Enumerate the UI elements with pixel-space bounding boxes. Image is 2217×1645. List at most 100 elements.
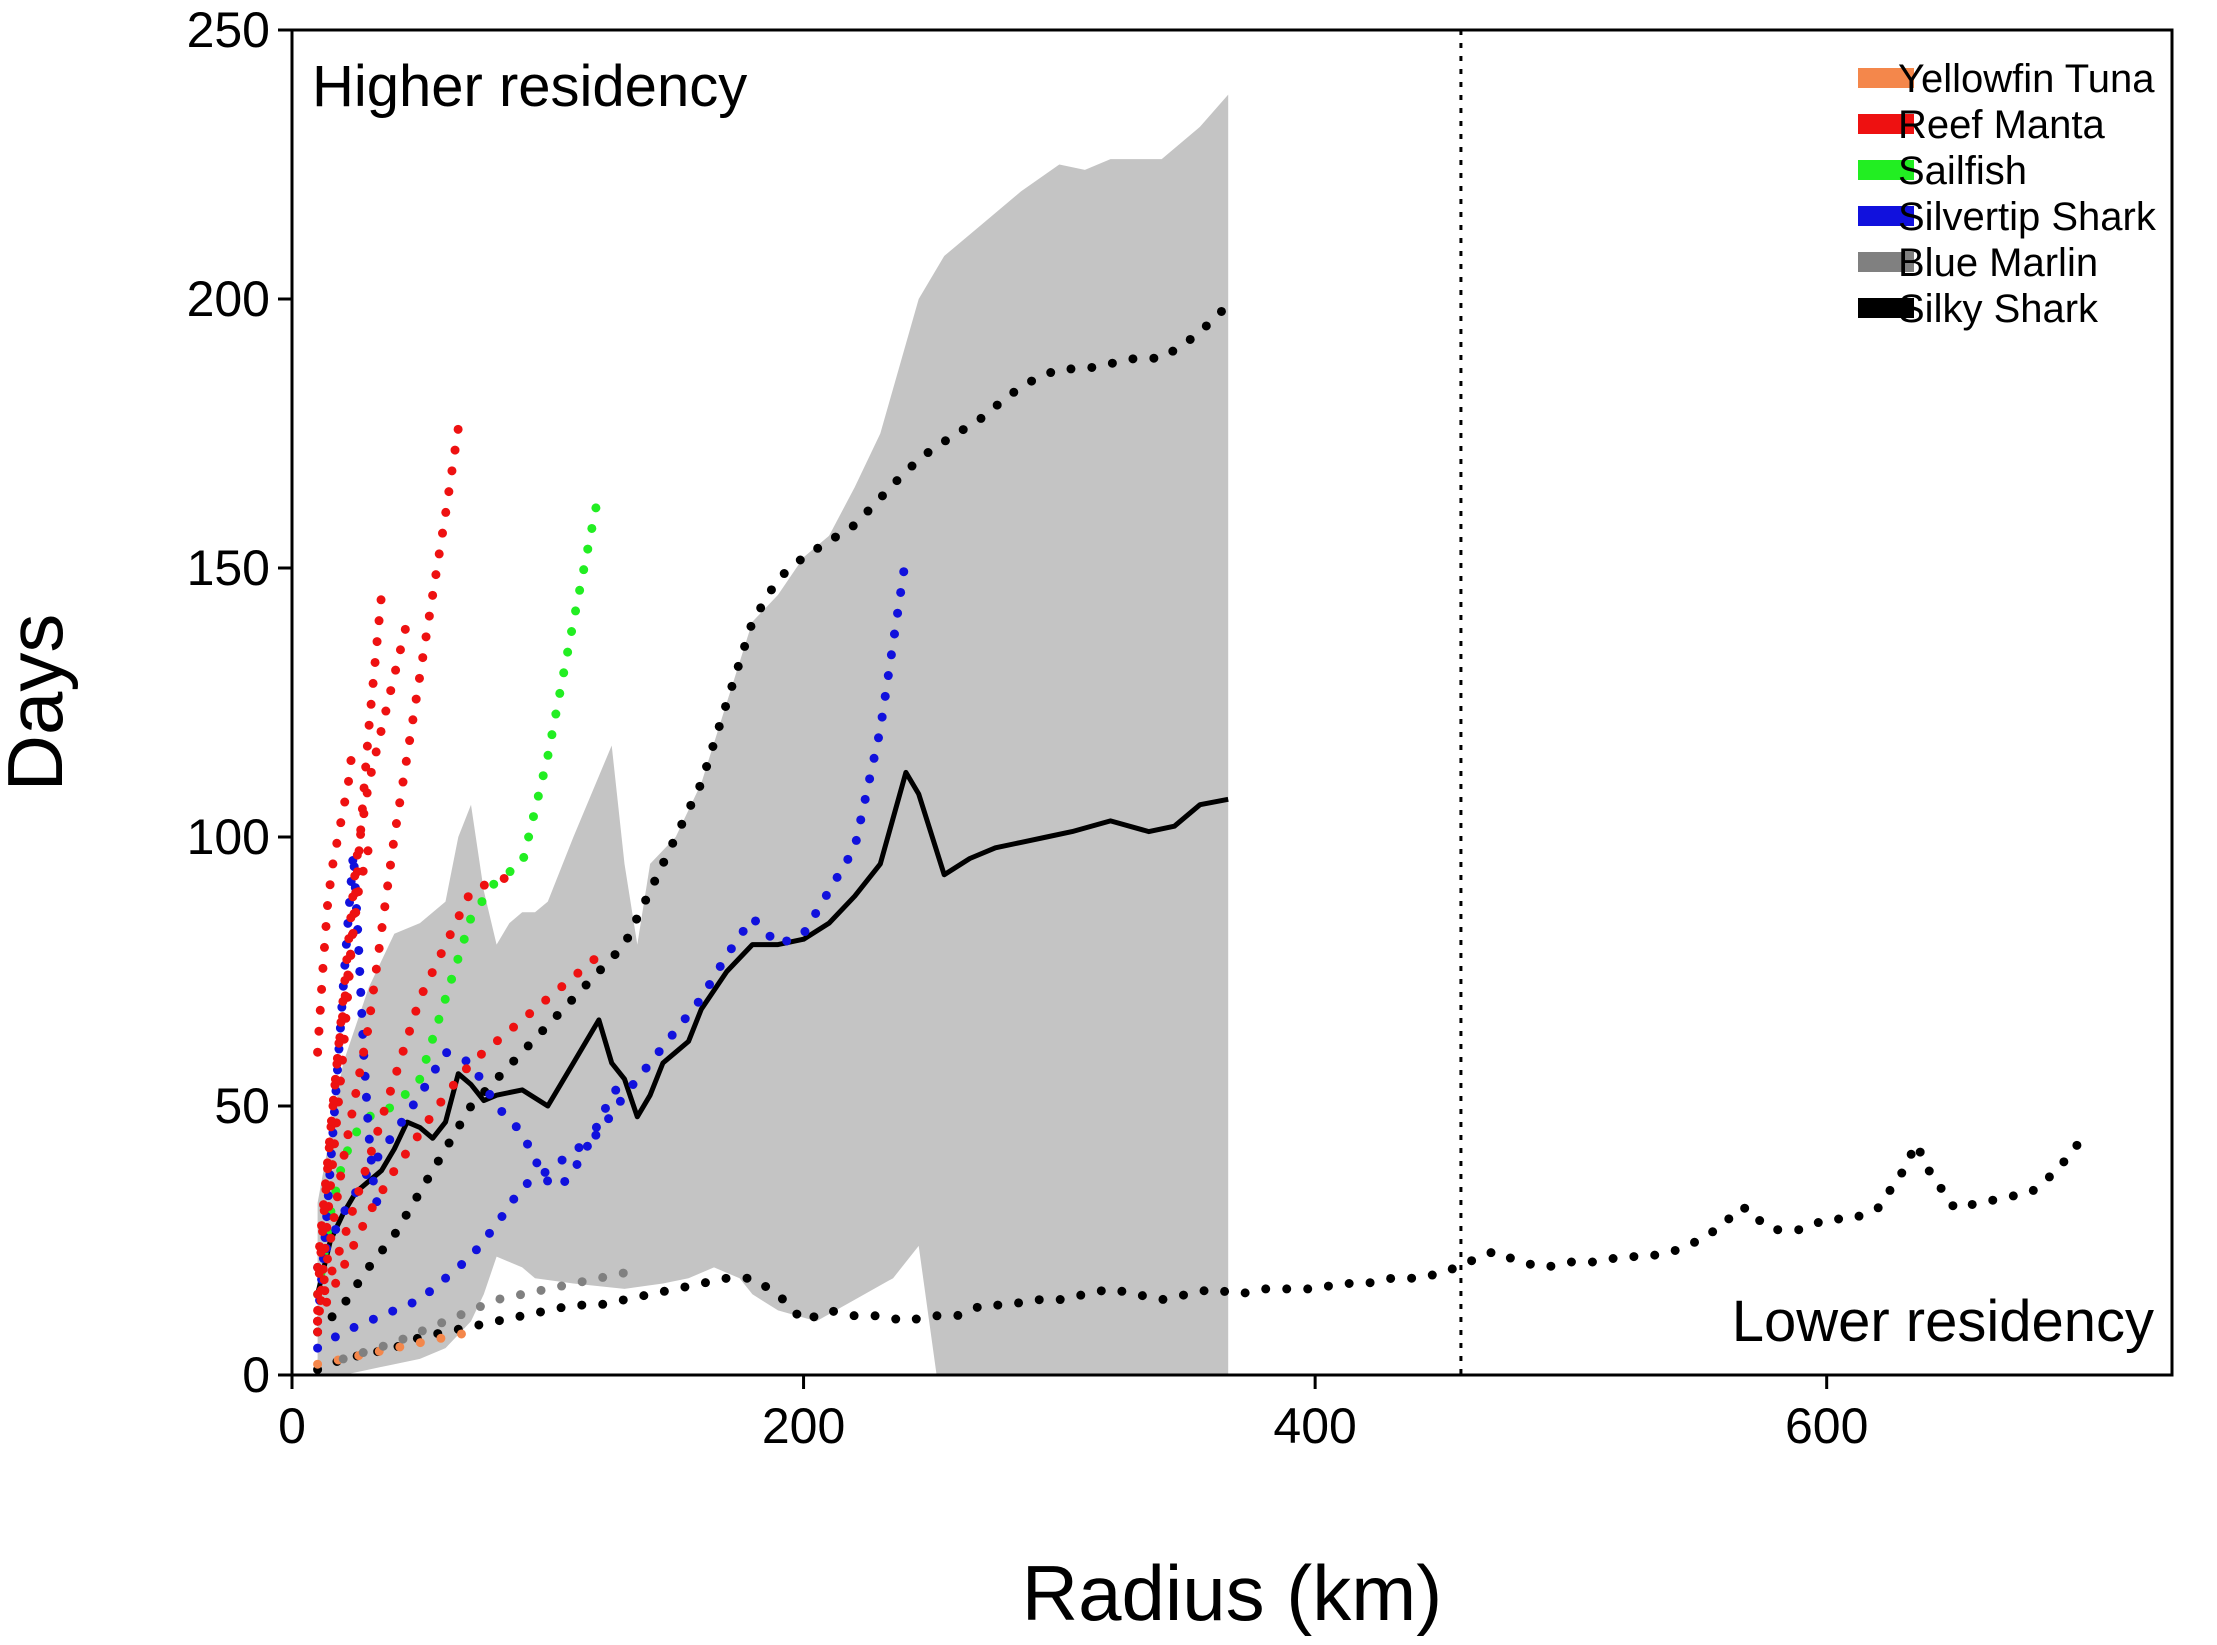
point-silvertip-shark-a-22 [905,557,906,558]
point-sailfish-5 [394,1106,395,1107]
point-reef-manta-e-4 [419,998,420,999]
point-silky-shark-mean-28 [752,944,753,945]
point-silvertip-shark-c-10 [368,1132,369,1133]
point-yellowfin-tuna-6 [471,1332,472,1333]
point-silky-shark-lower-45 [1468,1262,1469,1263]
point-silky-shark-lower-27 [1008,1305,1009,1306]
point-silvertip-shark-c-11 [373,1186,374,1187]
point-silky-shark-lower-20 [829,1310,830,1311]
point-silky-shark-mean-42 [1110,820,1111,821]
point-silvertip-shark-a-7 [496,1224,497,1225]
point-silky-shark-lower-31 [1110,1288,1111,1289]
point-blue-marlin-4 [547,1288,548,1289]
series-silky-shark-lower [313,1133,2087,1375]
point-silvertip-shark-a-13 [675,1030,676,1031]
point-silky-shark-lower-59 [1775,1229,1776,1230]
point-silvertip-shark-b-5 [445,1052,446,1053]
y-tick-label-200: 200 [187,271,270,327]
point-silky-shark-mean-22 [650,1095,651,1096]
point-reef-manta-a-5 [445,514,446,515]
point-silky-shark-upper-16 [726,702,727,703]
point-silvertip-shark-a-0 [317,1348,318,1349]
point-silky-shark-upper-7 [496,1079,497,1080]
legend-swatch-silky-shark [1858,298,1914,318]
point-reef-manta-a-6 [458,428,459,429]
point-silky-shark-lower-66 [1929,1170,1930,1171]
point-silky-shark-lower-10 [573,1305,574,1306]
point-reef-manta-c-0 [317,1294,318,1295]
point-blue-marlin-0 [343,1358,344,1359]
point-reef-manta-g-2 [338,1052,339,1053]
point-silky-shark-mean-9 [432,1138,433,1139]
point-reef-manta-g-4 [358,890,359,891]
series-blue-marlin [338,1268,629,1364]
point-silky-shark-lower-68 [1980,1202,1981,1203]
point-reef-manta-f-6 [471,1063,472,1064]
point-reef-manta-b-2 [343,1052,344,1053]
point-silky-shark-lower-23 [905,1321,906,1322]
point-reef-manta-c-6 [394,675,395,676]
point-silvertip-shark-b-3 [394,1132,395,1133]
point-silky-shark-upper-28 [1033,379,1034,380]
point-sailfish-3 [355,1132,356,1133]
point-silky-shark-mean-34 [905,772,906,773]
point-silky-shark-lower-48 [1545,1267,1546,1268]
point-silky-shark-upper-14 [675,837,676,838]
x-tick-label-200: 200 [762,1398,845,1454]
point-silvertip-shark-a-5 [445,1278,446,1279]
point-reef-manta-e-1 [343,1240,344,1241]
point-silky-shark-lower-17 [752,1278,753,1279]
point-sailfish-13 [598,492,599,493]
point-silky-shark-lower-11 [598,1305,599,1306]
point-silky-shark-upper-3 [394,1235,395,1236]
point-sailfish-6 [419,1079,420,1080]
point-silky-shark-lower-13 [650,1294,651,1295]
point-silky-shark-lower-72 [2082,1138,2083,1139]
point-sailfish-12 [573,621,574,622]
point-blue-marlin-5 [598,1278,599,1279]
series-reef-manta-f [313,950,604,1326]
point-silky-shark-upper-30 [1084,368,1085,369]
point-reef-manta-b-1 [330,1186,331,1187]
point-silky-shark-lower-69 [2005,1197,2006,1198]
point-silky-shark-upper-11 [598,971,599,972]
point-silvertip-shark-a-4 [419,1299,420,1300]
point-reef-manta-d-2 [327,901,328,902]
point-silky-shark-mean-25 [688,1041,689,1042]
point-silky-shark-upper-26 [982,417,983,418]
point-reef-manta-a-1 [343,1159,344,1160]
point-silky-shark-upper-2 [368,1267,369,1268]
point-reef-manta-f-10 [573,976,574,977]
point-silvertip-shark-a-14 [701,998,702,999]
series-silky-shark-upper [313,299,1233,1337]
point-silky-shark-mean-23 [662,1063,663,1064]
point-silky-shark-mean-16 [547,1106,548,1107]
point-silvertip-shark-b-1 [343,1213,344,1214]
point-silky-shark-lower-60 [1801,1229,1802,1230]
point-silky-shark-upper-18 [778,578,779,579]
point-reef-manta-e-0 [317,1310,318,1311]
point-silvertip-shark-b-15 [611,1095,612,1096]
point-silvertip-shark-a-1 [343,1332,344,1333]
silky-shark-range-band [317,94,1229,1376]
point-reef-manta-d-3 [332,863,333,864]
point-sailfish-11 [547,756,548,757]
point-silvertip-shark-b-13 [586,1149,587,1150]
point-silvertip-shark-a-12 [650,1063,651,1064]
point-silky-shark-lower-57 [1750,1208,1751,1209]
point-sailfish-7 [445,998,446,999]
point-silvertip-shark-a-20 [854,847,855,848]
point-silky-shark-upper-25 [957,433,958,434]
point-silky-shark-lower-70 [2031,1192,2032,1193]
point-silky-shark-mean-30 [803,939,804,940]
point-reef-manta-d-0 [317,1052,318,1053]
point-silky-shark-lower-8 [522,1315,523,1316]
point-reef-manta-c-5 [381,729,382,730]
point-reef-manta-c-4 [368,783,369,784]
point-silky-shark-upper-1 [343,1305,344,1306]
point-silky-shark-upper-15 [701,783,702,784]
point-reef-manta-e-7 [496,880,497,881]
point-reef-manta-c-1 [330,1132,331,1133]
point-silky-shark-upper-8 [522,1052,523,1053]
point-silvertip-shark-a-19 [829,890,830,891]
